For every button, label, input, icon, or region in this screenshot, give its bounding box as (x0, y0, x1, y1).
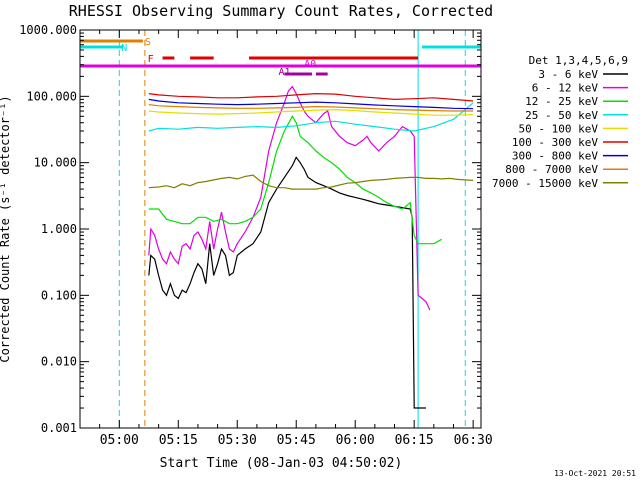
x-tick-label: 05:30 (218, 433, 257, 448)
x-tick-label: 05:00 (100, 433, 139, 448)
y-tick-label: 0.100 (41, 288, 77, 302)
series-line-800-7000-kev (148, 104, 474, 112)
chart-title: RHESSI Observing Summary Count Rates, Co… (69, 2, 493, 20)
y-tick-label: 0.010 (41, 355, 77, 369)
x-tick-label: 06:15 (395, 433, 434, 448)
flag-label-n: N (121, 43, 127, 54)
flag-label-s: S (145, 37, 151, 48)
series-line-7000-15000-kev (148, 174, 474, 190)
legend-label-12-25-kev: 12 - 25 keV (525, 95, 598, 108)
flag-label-a0: A0 (304, 59, 316, 70)
y-axis-label: Corrected Count Rate (s⁻¹ detector⁻¹) (0, 95, 12, 362)
series-line-300-800-kev (148, 98, 474, 110)
y-axis: 1000.000 100.000 10.000 1.000 0.100 0.010 0.00… (19, 23, 481, 435)
legend-label-7000-15000-kev: 7000 - 15000 keV (492, 177, 598, 190)
series-line-100-300-kev (148, 92, 474, 102)
x-tick-label: 05:15 (159, 433, 198, 448)
y-tick-label: 1000.000 (19, 23, 77, 37)
series-line-50-100-kev (148, 108, 474, 116)
x-tick-label: 06:00 (336, 433, 375, 448)
series-line-3-6-kev (148, 156, 426, 409)
y-tick-label: 10.000 (34, 156, 77, 170)
series-lines (148, 85, 474, 409)
flag-label-f: F (148, 54, 154, 65)
legend-label-6-12-kev: 6 - 12 keV (532, 82, 599, 95)
legend-label-50-100-kev: 50 - 100 keV (519, 122, 599, 135)
vertical-markers (118, 30, 466, 428)
legend-label-300-800-kev: 300 - 800 keV (512, 150, 598, 163)
series-line-12-25-kev (148, 115, 442, 245)
x-axis: 05:00 05:15 05:30 05:45 06:00 06:15 06:30 (99, 30, 493, 448)
legend-label-3-6-kev: 3 - 6 keV (538, 68, 598, 81)
x-axis-label: Start Time (08-Jan-03 04:50:02) (160, 456, 403, 471)
series-line-6-12-kev (148, 85, 431, 311)
flag-label-a1: A1 (279, 67, 291, 78)
y-tick-label: 100.000 (26, 89, 77, 103)
legend-title: Det 1,3,4,5,6,9 (529, 54, 628, 67)
flag-bars: S N F A0 A1 (80, 37, 481, 78)
series-line-25-50-kev (148, 102, 474, 132)
y-tick-label: 1.000 (41, 222, 77, 236)
y-tick-label: 0.001 (41, 421, 77, 435)
legend-label-100-300-kev: 100 - 300 keV (512, 136, 598, 149)
footer-date: 13-Oct-2021 20:51 (554, 469, 636, 478)
x-tick-label: 06:30 (454, 433, 493, 448)
legend-label-25-50-kev: 25 - 50 keV (525, 109, 598, 122)
plot-frame (79, 29, 482, 429)
x-tick-label: 05:45 (277, 433, 316, 448)
legend-label-800-7000-kev: 800 - 7000 keV (505, 163, 598, 176)
